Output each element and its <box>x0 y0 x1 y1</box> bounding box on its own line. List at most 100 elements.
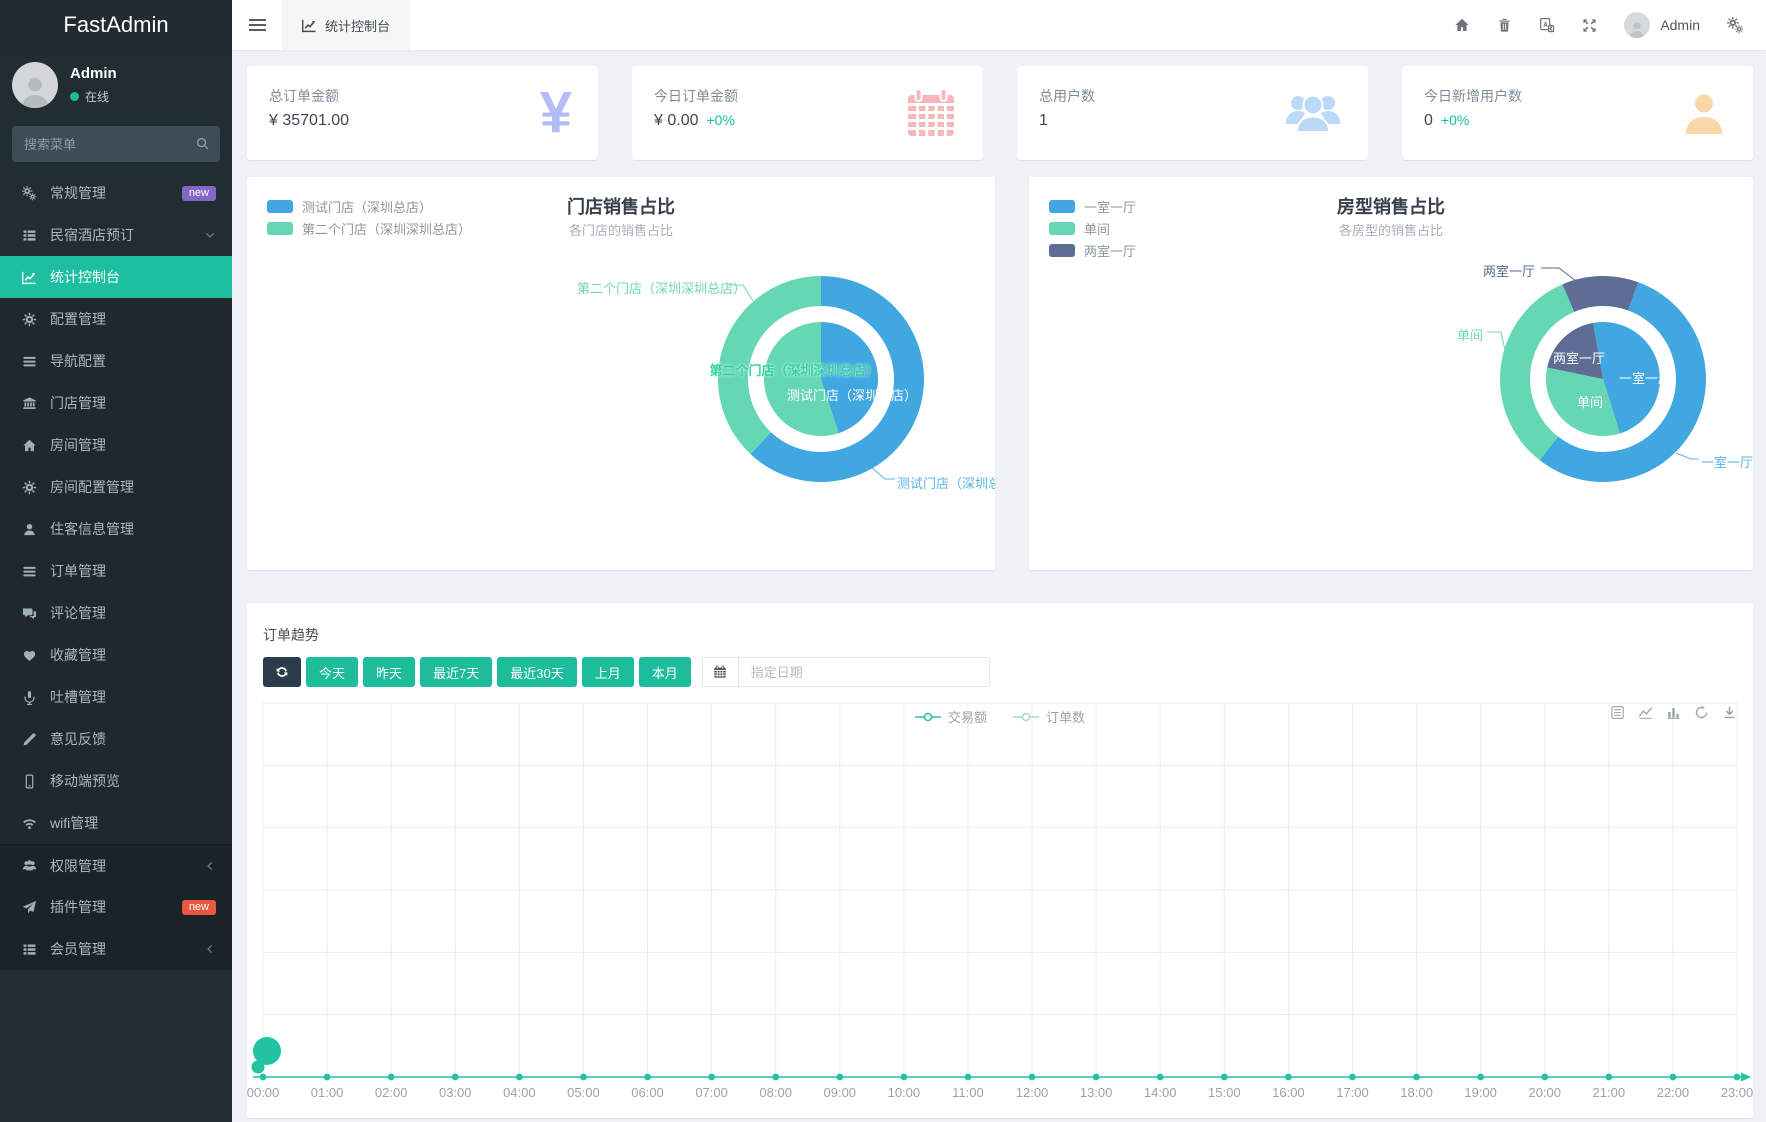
sidebar-item-8[interactable]: 住客信息管理 <box>0 508 232 550</box>
range-button-3[interactable]: 最近30天 <box>497 657 577 687</box>
sidebar-item-14[interactable]: 移动端预览 <box>0 760 232 802</box>
sidebar-item-7[interactable]: 房间配置管理 <box>0 466 232 508</box>
stat-delta: +0% <box>1440 112 1470 128</box>
room-share-donut-chart[interactable] <box>1029 177 1753 570</box>
pencil-icon <box>22 732 39 747</box>
stat-card-total-users: 总用户数 1 <box>1017 66 1368 160</box>
sidebar-item-3[interactable]: 配置管理 <box>0 298 232 340</box>
range-button-0[interactable]: 今天 <box>306 657 359 687</box>
legend-swatch <box>1049 199 1075 213</box>
sidebar-item-18[interactable]: 会员管理 <box>0 928 232 970</box>
x-axis-tick: 04:00 <box>503 1085 536 1100</box>
trend-legend-item[interactable]: 交易额 <box>914 707 987 726</box>
legend-item[interactable]: 第二个门店（深圳深圳总店） <box>267 217 471 239</box>
sidebar-item-15[interactable]: wifi管理 <box>0 802 232 844</box>
th-list-icon <box>22 228 39 243</box>
date-input[interactable] <box>737 657 990 687</box>
toolbox-download-icon[interactable] <box>1722 705 1737 720</box>
range-button-4[interactable]: 上月 <box>581 657 634 687</box>
sidebar-item-6[interactable]: 房间管理 <box>0 424 232 466</box>
sidebar-item-2[interactable]: 统计控制台 <box>0 256 232 298</box>
toolbox-bar-chart-icon[interactable] <box>1666 705 1681 720</box>
user-avatar[interactable] <box>12 62 58 108</box>
search-input[interactable] <box>12 126 220 162</box>
x-axis-tick: 09:00 <box>823 1085 857 1100</box>
bars-icon <box>22 354 39 369</box>
home-icon[interactable] <box>1454 17 1470 33</box>
gears-icon[interactable] <box>1727 16 1744 34</box>
store-chart-legend: 测试门店（深圳总店） 第二个门店（深圳深圳总店） <box>267 195 471 239</box>
trend-legend-item[interactable]: 订单数 <box>1013 707 1085 726</box>
chevron-left-icon <box>204 860 216 872</box>
paper-plane-icon <box>22 900 39 915</box>
room-chart-legend: 一室一厅 单间 两室一厅 <box>1049 195 1136 261</box>
legend-item[interactable]: 两室一厅 <box>1049 239 1136 261</box>
sidebar-item-label: 吐槽管理 <box>50 689 106 705</box>
app-logo: FastAdmin <box>0 0 232 50</box>
sidebar-item-17[interactable]: 插件管理 new <box>0 886 232 928</box>
x-axis-tick: 02:00 <box>374 1085 408 1100</box>
sidebar-item-16[interactable]: 权限管理 <box>0 844 232 886</box>
x-axis-tick: 18:00 <box>1400 1085 1433 1100</box>
legend-item[interactable]: 测试门店（深圳总店） <box>267 195 471 217</box>
stat-delta: +0% <box>706 112 735 128</box>
sidebar-item-1[interactable]: 民宿酒店预订 <box>0 214 232 256</box>
trend-chart-legend: 交易额 订单数 <box>914 707 1085 726</box>
sidebar-item-0[interactable]: 常规管理 new <box>0 172 232 214</box>
sidebar-item-5[interactable]: 门店管理 <box>0 382 232 424</box>
stat-value: ¥ 35701.00 <box>269 112 350 129</box>
sidebar-item-4[interactable]: 导航配置 <box>0 340 232 382</box>
sidebar-item-label: 常规管理 <box>50 185 106 201</box>
topbar-actions: Admin <box>1454 12 1766 38</box>
legend-swatch <box>267 199 293 213</box>
refresh-button[interactable] <box>263 657 301 687</box>
person-icon <box>1629 22 1645 38</box>
microphone-icon <box>22 690 39 705</box>
trash-icon[interactable] <box>1497 17 1512 33</box>
translate-icon[interactable] <box>1539 17 1555 33</box>
x-axis-tick: 13:00 <box>1079 1085 1113 1100</box>
legend-item[interactable]: 单间 <box>1049 217 1136 239</box>
user-panel: Admin 在线 <box>0 50 232 118</box>
stat-value: 0 +0% <box>1424 112 1470 129</box>
tab-dashboard[interactable]: 统计控制台 <box>282 0 411 50</box>
fullscreen-icon[interactable] <box>1582 18 1597 33</box>
user-menu[interactable]: Admin <box>1624 12 1700 38</box>
toolbox-line-chart-icon[interactable] <box>1638 705 1653 720</box>
sidebar-item-label: 配置管理 <box>50 311 106 327</box>
bars-icon <box>22 564 39 579</box>
stat-value: ¥ 0.00 +0% <box>654 112 735 129</box>
stat-label: 今日订单金额 <box>654 88 738 104</box>
x-axis-tick: 11:00 <box>952 1085 984 1100</box>
online-dot <box>70 92 79 101</box>
toolbox-restore-icon[interactable] <box>1694 705 1709 720</box>
search-icon[interactable] <box>195 136 210 151</box>
sidebar-item-10[interactable]: 评论管理 <box>0 592 232 634</box>
legend-swatch <box>267 221 293 235</box>
range-button-2[interactable]: 最近7天 <box>420 657 493 687</box>
new-badge: new <box>181 185 216 201</box>
chevron-down-icon <box>204 229 216 241</box>
sidebar-item-11[interactable]: 收藏管理 <box>0 634 232 676</box>
toolbox-data-view-icon[interactable] <box>1610 705 1625 720</box>
user-name: Admin <box>70 65 117 82</box>
store-share-donut-chart[interactable] <box>247 177 995 570</box>
sidebar-item-12[interactable]: 吐槽管理 <box>0 676 232 718</box>
legend-label: 测试门店（深圳总店） <box>302 199 433 215</box>
sidebar-item-13[interactable]: 意见反馈 <box>0 718 232 760</box>
line-marker-icon <box>1013 712 1039 721</box>
x-axis-tick: 23:00 <box>1720 1085 1753 1100</box>
range-button-5[interactable]: 本月 <box>638 657 691 687</box>
room-share-chart-card: 一室一厅 单间 两室一厅 房型销售占比 各房型的销售占比 两室一厅 单间 一室一厅 … <box>1029 177 1753 570</box>
chart-subtitle: 各房型的销售占比 <box>1338 223 1443 238</box>
calendar-small-icon[interactable] <box>701 657 738 687</box>
range-button-1[interactable]: 昨天 <box>363 657 416 687</box>
users-icon <box>22 858 39 873</box>
date-picker-group <box>701 657 990 687</box>
legend-item[interactable]: 一室一厅 <box>1049 195 1136 217</box>
x-axis-tick: 22:00 <box>1656 1085 1690 1100</box>
sidebar-toggle-button[interactable] <box>232 0 282 50</box>
sidebar-item-9[interactable]: 订单管理 <box>0 550 232 592</box>
cog-icon <box>22 312 39 327</box>
